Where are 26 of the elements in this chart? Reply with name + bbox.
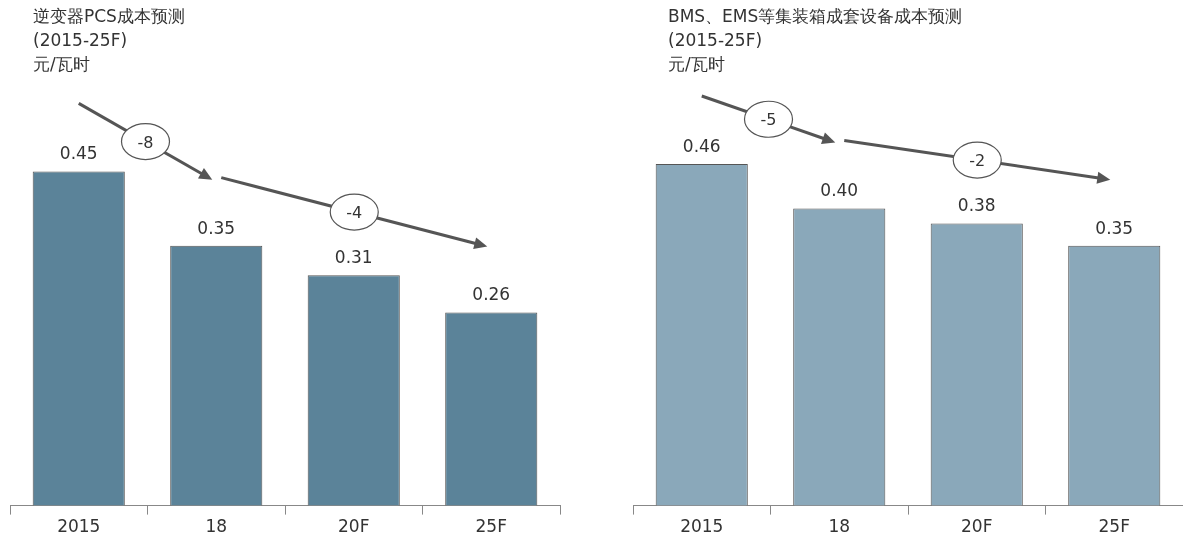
- text: -8: [137, 132, 154, 152]
- annotation: -2: [969, 150, 986, 170]
- x-tick-label: 18: [205, 516, 228, 537]
- x-tick-label: 18: [828, 516, 851, 537]
- data-label: 0.45: [59, 143, 98, 164]
- chart-title: BMS、EMS等集装箱成套设备成本预测: [668, 5, 963, 28]
- data-label: 0.46: [682, 135, 721, 156]
- data-label: 0.35: [197, 217, 236, 238]
- chart-subtitle: (2015-25F): [668, 29, 764, 52]
- x-tick-label: 2015: [57, 516, 101, 537]
- chart-subtitle: (2015-25F): [33, 29, 129, 52]
- x-tick-label: 20F: [338, 516, 370, 537]
- chart-title: 逆变器PCS成本预测: [33, 5, 185, 28]
- x-tick-label: 25F: [1098, 516, 1130, 537]
- data-label: 0.26: [472, 284, 511, 305]
- data-label: 0.38: [957, 195, 996, 216]
- y-axis-title: 元/瓦时: [668, 53, 726, 76]
- x-tick-label: 2015: [680, 516, 724, 537]
- data-label: 0.40: [820, 180, 859, 201]
- data-label: 0.31: [334, 247, 373, 268]
- x-tick-label: 20F: [961, 516, 993, 537]
- y-axis-title: 元/瓦时: [33, 53, 91, 76]
- text: -5: [760, 109, 777, 129]
- annotation: -4: [346, 202, 363, 222]
- data-label: 0.35: [1095, 217, 1134, 238]
- x-tick-label: 25F: [475, 516, 507, 537]
